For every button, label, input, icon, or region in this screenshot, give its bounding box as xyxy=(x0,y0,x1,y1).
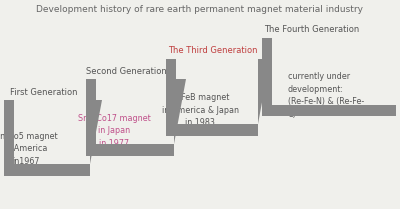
Text: currently under
development:
(Re-Fe-N) & (Re-Fe-
C): currently under development: (Re-Fe-N) &… xyxy=(288,72,364,119)
Text: NdFeB magnet
in America & Japan
in 1983: NdFeB magnet in America & Japan in 1983 xyxy=(162,93,238,127)
Text: First Generation: First Generation xyxy=(10,88,78,97)
Polygon shape xyxy=(174,79,186,144)
FancyBboxPatch shape xyxy=(86,144,174,156)
Text: SmCo5 magnet
in America
in1967: SmCo5 magnet in America in1967 xyxy=(0,132,57,166)
Polygon shape xyxy=(90,100,102,164)
Text: Development history of rare earth permanent magnet material industry: Development history of rare earth perman… xyxy=(36,5,364,14)
Text: The Third Generation: The Third Generation xyxy=(168,46,258,55)
FancyBboxPatch shape xyxy=(4,164,90,176)
FancyBboxPatch shape xyxy=(262,104,396,116)
FancyBboxPatch shape xyxy=(262,38,272,116)
Text: Sm2Co17 magnet
in Japan
in 1977: Sm2Co17 magnet in Japan in 1977 xyxy=(78,114,150,148)
FancyBboxPatch shape xyxy=(86,79,96,156)
FancyBboxPatch shape xyxy=(166,59,176,136)
Polygon shape xyxy=(258,59,270,124)
Text: Second Generation: Second Generation xyxy=(86,67,167,76)
FancyBboxPatch shape xyxy=(166,124,258,136)
FancyBboxPatch shape xyxy=(4,100,14,176)
Text: The Fourth Generation: The Fourth Generation xyxy=(264,25,359,34)
